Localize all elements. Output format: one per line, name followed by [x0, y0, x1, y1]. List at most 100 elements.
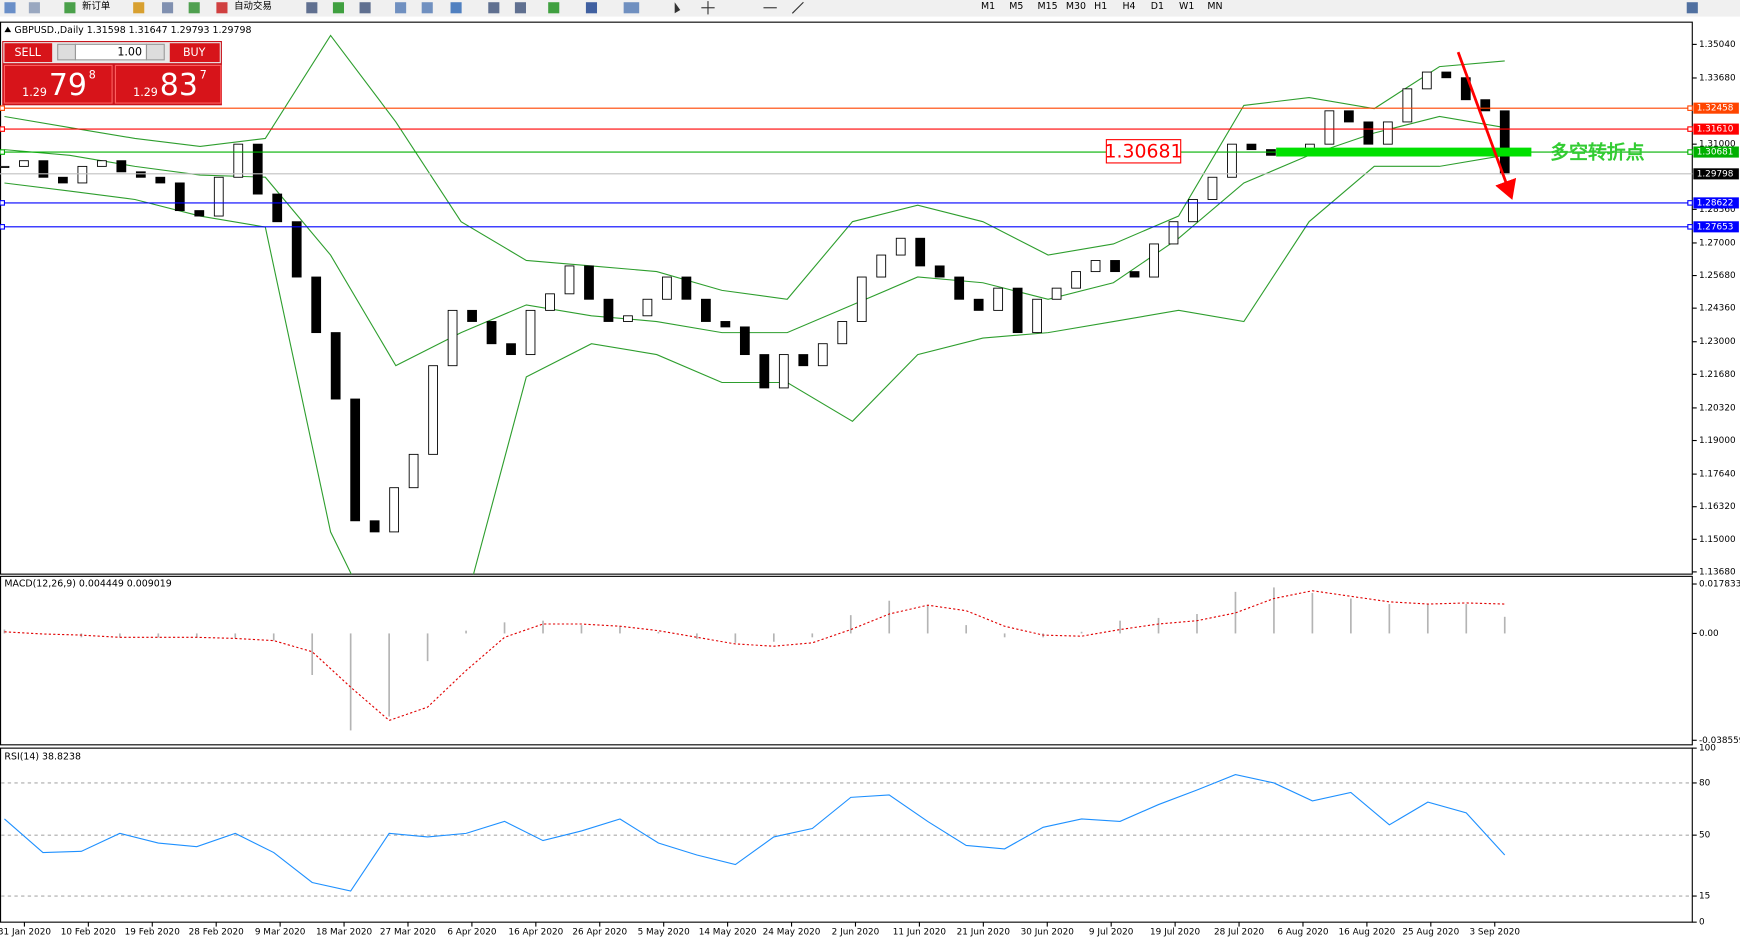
current-price-bg	[1693, 168, 1739, 180]
buy-label[interactable]: BUY	[183, 46, 206, 59]
candle	[1129, 271, 1140, 278]
candle	[1071, 271, 1081, 289]
y-tick-label: 1.25680	[1699, 271, 1736, 281]
candle	[1421, 71, 1432, 90]
candle	[856, 276, 867, 322]
timeframe-button[interactable]: MN	[1207, 1, 1222, 12]
timeframe-button[interactable]: D1	[1151, 1, 1164, 12]
candle	[1207, 176, 1218, 200]
buy-price-frac[interactable]: 7	[200, 68, 207, 81]
timeframe-button[interactable]: W1	[1179, 1, 1194, 12]
x-tick-label: 3 Sep 2020	[1469, 928, 1520, 938]
level-label: 1.32458	[1697, 104, 1734, 114]
bollinger-lower	[4, 154, 1505, 575]
sell-price-pips[interactable]: 79	[49, 68, 87, 103]
candle	[311, 276, 322, 334]
macd-title: MACD(12,26,9) 0.004449 0.009019	[4, 579, 171, 590]
x-tick-label: 6 Apr 2020	[447, 928, 497, 938]
candle	[876, 254, 887, 278]
collapse-arrow[interactable]	[4, 26, 12, 33]
sell-label[interactable]: SELL	[15, 46, 42, 59]
x-tick-label: 30 Jun 2020	[1021, 928, 1075, 938]
lot-up[interactable]	[145, 43, 165, 61]
x-tick-label: 18 Mar 2020	[316, 928, 373, 938]
level-label: 1.31610	[1697, 125, 1734, 135]
lot-value[interactable]: 1.00	[117, 46, 142, 59]
y-tick-label: 1.20320	[1699, 403, 1736, 413]
timeframe-button[interactable]: M30	[1066, 1, 1086, 12]
timeframe-button[interactable]: M5	[1009, 1, 1023, 12]
y-tick-label: 0.00	[1699, 629, 1719, 639]
candle	[1343, 110, 1354, 123]
candle	[116, 160, 127, 173]
new-order-icon[interactable]	[64, 2, 76, 14]
y-tick-label: 1.21680	[1699, 370, 1736, 380]
new-order-label[interactable]: 新订单	[82, 0, 110, 12]
candle	[350, 398, 361, 522]
timeframe-button[interactable]: H1	[1094, 1, 1107, 12]
sell-button[interactable]	[4, 43, 53, 63]
candle	[837, 321, 848, 345]
x-tick-label: 19 Jul 2020	[1150, 928, 1201, 938]
level-label-bg	[1693, 221, 1739, 233]
candle	[233, 143, 244, 178]
candle	[1246, 143, 1257, 151]
x-tick-label: 21 Jun 2020	[957, 928, 1011, 938]
bollinger-upper	[4, 34, 1505, 300]
level-handle	[1687, 105, 1693, 111]
y-tick-label: -0.038559	[1699, 736, 1740, 746]
level-handle	[1687, 224, 1693, 230]
y-tick-label: 1.13680	[1699, 567, 1736, 577]
candle	[486, 321, 497, 345]
x-tick-label: 28 Jul 2020	[1214, 928, 1265, 938]
timeframe-button[interactable]: M1	[981, 1, 995, 12]
candle	[954, 276, 965, 300]
candle	[58, 176, 68, 184]
candle	[389, 487, 400, 533]
y-tick-label: 1.24360	[1699, 304, 1736, 314]
candle	[1090, 260, 1101, 273]
y-tick-label: 1.19000	[1699, 436, 1736, 446]
buy-button[interactable]	[169, 43, 220, 63]
buy-price-box[interactable]	[114, 64, 222, 104]
candle	[1168, 221, 1179, 245]
candle	[252, 143, 263, 195]
auto-trade-icon[interactable]	[216, 2, 228, 14]
rsi-line	[4, 774, 1506, 892]
lot-down[interactable]	[57, 43, 77, 61]
sell-price-big[interactable]: 1.29	[22, 86, 47, 99]
candle	[155, 176, 166, 184]
x-tick-label: 31 Jan 2020	[0, 928, 51, 938]
x-tick-label: 26 Apr 2020	[572, 928, 627, 938]
sell-price-frac[interactable]: 8	[89, 68, 96, 81]
x-tick-label: 27 Mar 2020	[380, 928, 437, 938]
candle	[662, 276, 672, 300]
y-tick-label: 80	[1699, 778, 1711, 788]
auto-trading-label[interactable]: 自动交易	[234, 0, 272, 12]
timeframe-button[interactable]: H4	[1122, 1, 1135, 12]
y-tick-label: 1.27000	[1699, 238, 1736, 248]
annotation-turning-point: 多空转折点	[1550, 140, 1644, 163]
y-tick-label: 0	[1699, 918, 1705, 928]
sell-price-box[interactable]	[3, 64, 113, 104]
timeframe-button[interactable]: M15	[1038, 1, 1058, 12]
buy-price-pips[interactable]: 83	[160, 68, 198, 103]
y-tick-label: 1.35040	[1699, 40, 1736, 50]
candle	[798, 354, 809, 367]
candle	[96, 160, 107, 167]
price-plot	[0, 34, 1510, 575]
candle	[428, 365, 438, 455]
candle	[77, 165, 88, 184]
y-tick-label: 50	[1699, 831, 1711, 841]
candle	[681, 276, 692, 300]
level-handle	[1687, 149, 1693, 155]
candle	[19, 160, 29, 167]
level-handle	[0, 126, 5, 132]
x-tick-label: 6 Aug 2020	[1277, 928, 1329, 938]
annotation-box	[1105, 139, 1182, 164]
buy-price-big[interactable]: 1.29	[133, 86, 158, 99]
level-label: 1.28622	[1697, 198, 1734, 208]
high: 1.31647	[129, 24, 168, 35]
